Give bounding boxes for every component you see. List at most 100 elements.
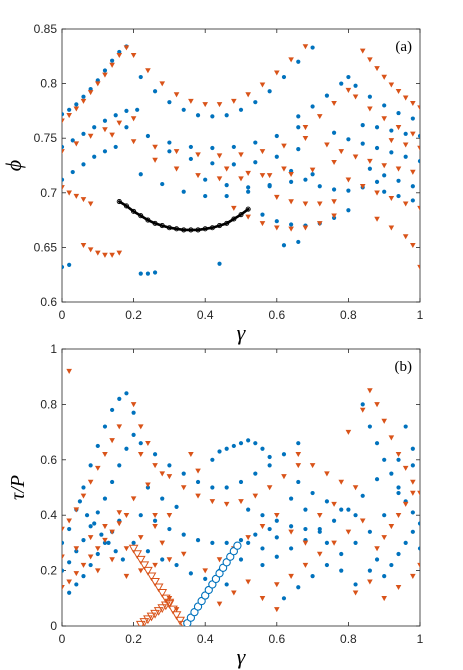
orange-triangle-point xyxy=(259,82,266,88)
blue-circle-point xyxy=(84,513,90,518)
blue-circle-point xyxy=(231,162,236,167)
blue-circle-point xyxy=(296,441,301,446)
orange-triangle-point xyxy=(274,194,280,200)
orange-triangle-point xyxy=(195,152,201,158)
blue-circle-point xyxy=(353,83,358,88)
blue-circle-point xyxy=(253,471,258,476)
x-tick-label: 0.6 xyxy=(268,308,285,322)
orange-triangle-point xyxy=(166,596,173,602)
blue-circle-point xyxy=(281,74,287,80)
orange-triangle-point xyxy=(80,493,87,499)
curve-point xyxy=(138,213,144,219)
blue-circle-point xyxy=(246,438,251,443)
orange-triangle-point xyxy=(137,535,144,541)
blue-circle-point xyxy=(167,100,172,105)
blue-circle-point xyxy=(324,499,330,504)
curve-point xyxy=(152,220,158,226)
orange-triangle-point xyxy=(302,125,309,131)
orange-triangle-point xyxy=(345,529,352,535)
blue-circle-point xyxy=(296,59,301,64)
orange-triangle-point xyxy=(345,87,352,93)
blue-circle-point xyxy=(95,443,100,449)
x-tick-label: 0 xyxy=(59,308,66,322)
blue-circle-point xyxy=(267,454,272,460)
orange-triangle-point xyxy=(231,98,237,104)
blue-circle-point xyxy=(353,540,358,546)
blue-circle-point xyxy=(70,169,75,175)
orange-triangle-point xyxy=(331,159,337,166)
blue-circle-point xyxy=(152,89,158,94)
blue-circle-point xyxy=(339,507,344,512)
orange-triangle-point xyxy=(173,149,180,155)
orange-triangle-point xyxy=(73,106,80,112)
orange-triangle-point xyxy=(302,562,309,568)
orange-triangle-point xyxy=(417,264,420,270)
blue-circle-point xyxy=(188,144,193,150)
orange-triangle-point xyxy=(116,521,123,527)
blue-circle-point xyxy=(174,504,179,509)
orange-triangle-point xyxy=(102,252,108,258)
hollow-triangle-point xyxy=(132,550,143,560)
blue-circle-point xyxy=(367,94,372,99)
orange-triangle-point xyxy=(367,388,373,394)
orange-triangle-point xyxy=(266,173,273,179)
orange-triangle-point xyxy=(109,529,115,535)
orange-triangle-point xyxy=(66,368,72,374)
blue-circle-point xyxy=(210,540,215,546)
blue-circle-point xyxy=(224,183,229,188)
hollow-triangle-point xyxy=(146,612,157,622)
blue-circle-point xyxy=(303,507,308,512)
orange-triangle-point xyxy=(73,141,80,147)
orange-triangle-point xyxy=(202,568,208,574)
blue-circle-point xyxy=(382,574,387,579)
y-tick-label: 0.85 xyxy=(34,22,58,36)
blue-circle-point xyxy=(131,410,136,415)
orange-triangle-point xyxy=(152,144,158,150)
blue-circle-point xyxy=(106,540,111,546)
blue-circle-point xyxy=(67,262,72,267)
blue-circle-point xyxy=(124,391,129,396)
hollow-triangle-point xyxy=(164,600,175,609)
orange-triangle-point xyxy=(309,463,316,469)
orange-triangle-point xyxy=(352,590,359,596)
orange-triangle-point xyxy=(381,74,387,80)
blue-circle-point xyxy=(396,485,401,490)
orange-triangle-point xyxy=(281,143,287,149)
blue-circle-point xyxy=(81,538,86,543)
orange-triangle-point xyxy=(359,518,366,524)
y-tick-label: 0.2 xyxy=(40,564,57,578)
blue-circle-point xyxy=(62,568,65,573)
blue-circle-point xyxy=(145,133,151,139)
orange-triangle-point xyxy=(87,554,94,560)
orange-triangle-point xyxy=(331,213,337,219)
orange-triangle-point xyxy=(388,435,395,441)
orange-triangle-point xyxy=(402,234,409,240)
orange-triangle-point xyxy=(417,562,420,568)
orange-triangle-point xyxy=(180,485,187,491)
blue-circle-point xyxy=(238,441,244,446)
blue-circle-point xyxy=(274,133,279,139)
orange-triangle-point xyxy=(223,166,230,172)
orange-triangle-point xyxy=(359,184,366,190)
blue-circle-point xyxy=(346,74,351,80)
blue-circle-point xyxy=(267,89,272,94)
orange-triangle-point xyxy=(166,557,173,563)
panel-label: (b) xyxy=(395,359,413,375)
blue-circle-point xyxy=(382,103,387,108)
blue-circle-point xyxy=(331,518,337,523)
blue-circle-point xyxy=(281,596,287,601)
blue-circle-point xyxy=(138,513,143,518)
blue-circle-point xyxy=(360,402,365,407)
blue-circle-point xyxy=(274,219,279,224)
hollow-triangle-point xyxy=(157,604,168,614)
blue-circle-point xyxy=(67,526,72,532)
blue-circle-point xyxy=(138,172,143,177)
blue-circle-point xyxy=(81,162,86,167)
x-tick-label: 0 xyxy=(59,632,66,646)
blue-circle-point xyxy=(274,518,279,523)
blue-circle-point xyxy=(296,125,301,130)
blue-circle-point xyxy=(410,198,415,203)
orange-triangle-point xyxy=(245,92,251,98)
orange-triangle-point xyxy=(80,242,87,249)
blue-circle-point xyxy=(274,535,279,540)
